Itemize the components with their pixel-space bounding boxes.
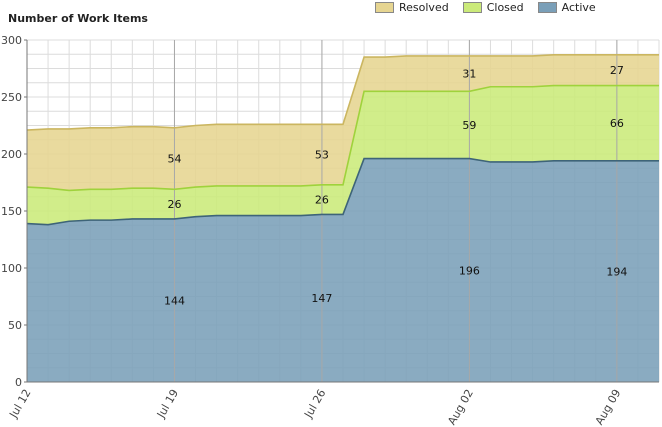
legend-label-active: Active <box>561 0 596 14</box>
data-label-active: 196 <box>459 264 480 277</box>
y-tick-label: 50 <box>8 319 22 332</box>
data-label-closed: 66 <box>610 117 624 130</box>
series-line-closed <box>26 84 659 192</box>
data-label-resolved: 27 <box>610 64 624 77</box>
area-resolved <box>27 54 659 191</box>
legend-label-resolved: Resolved <box>399 0 449 14</box>
data-label-closed: 26 <box>315 194 329 207</box>
data-label-active: 147 <box>311 292 332 305</box>
data-label-closed: 26 <box>167 198 181 211</box>
chart-title: Number of Work Items <box>8 12 148 25</box>
data-label-resolved: 31 <box>462 68 476 81</box>
y-tick-label: 100 <box>1 262 22 275</box>
y-tick-label: 200 <box>1 148 22 161</box>
x-tick-label: Aug 02 <box>445 387 476 427</box>
series-line-resolved <box>26 54 659 131</box>
data-label-active: 194 <box>606 265 627 278</box>
y-tick-label: 300 <box>1 34 22 47</box>
y-tick-label: 250 <box>1 91 22 104</box>
legend-item-closed[interactable]: Closed <box>462 0 524 14</box>
x-tick-label: Jul 19 <box>154 387 181 421</box>
legend-label-closed: Closed <box>486 0 524 14</box>
data-label-active: 144 <box>164 294 185 307</box>
area-closed <box>27 85 659 225</box>
data-label-resolved: 53 <box>315 149 329 162</box>
area-active <box>27 158 659 382</box>
y-tick-label: 150 <box>1 205 22 218</box>
legend-swatch-closed <box>462 1 482 13</box>
data-label-resolved: 54 <box>167 153 181 166</box>
legend-swatch-active <box>537 1 557 13</box>
legend-item-active[interactable]: Active <box>537 0 596 14</box>
series-line-active <box>26 157 659 226</box>
x-tick-label: Aug 09 <box>593 387 624 427</box>
x-tick-label: Jul 26 <box>301 387 328 421</box>
legend-swatch-resolved <box>375 1 394 13</box>
legend-item-resolved[interactable]: Resolved <box>375 1 449 14</box>
y-tick-label: 0 <box>15 376 22 389</box>
x-tick-label: Jul 12 <box>6 387 33 421</box>
chart-legend: Resolved Closed Active <box>375 0 610 14</box>
data-label-closed: 59 <box>462 119 476 132</box>
